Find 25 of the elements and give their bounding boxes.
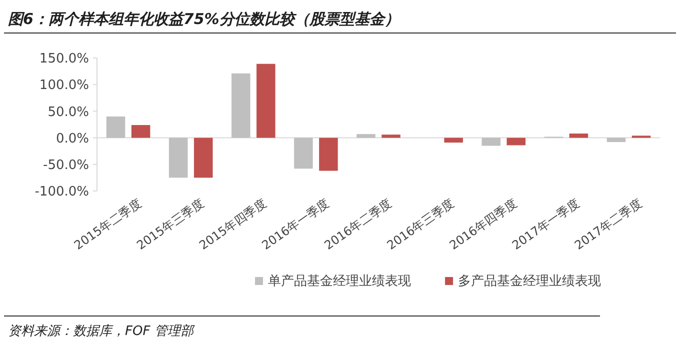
chart-title: 图6：两个样本组年化收益75%分位数比较（股票型基金） (8, 10, 400, 28)
bar (131, 125, 150, 138)
bar (356, 134, 376, 138)
bar (444, 138, 463, 143)
legend-label: 多产品基金经理业绩表现 (458, 274, 601, 289)
y-tick-label: 100.0% (39, 78, 89, 94)
y-tick-label: -50.0% (43, 158, 89, 173)
bar (106, 116, 126, 138)
bar (168, 138, 188, 178)
text: 资料来源：数据库，FOF 管理部 (8, 324, 196, 339)
y-tick-label: 150.0% (39, 52, 89, 67)
bar (506, 138, 526, 146)
bar (382, 134, 400, 138)
y-tick-label: -100.0% (34, 184, 89, 200)
bar (231, 73, 250, 138)
bar (482, 138, 500, 146)
y-tick-label: 50.0% (48, 104, 89, 120)
legend-label: 单产品基金经理业绩表现 (268, 274, 411, 289)
bar (194, 138, 213, 178)
y-tick-label: 0.0% (56, 131, 89, 146)
bar (606, 138, 626, 142)
bar (569, 134, 588, 138)
bar (256, 64, 276, 138)
bar (319, 138, 338, 171)
bar (294, 138, 313, 169)
